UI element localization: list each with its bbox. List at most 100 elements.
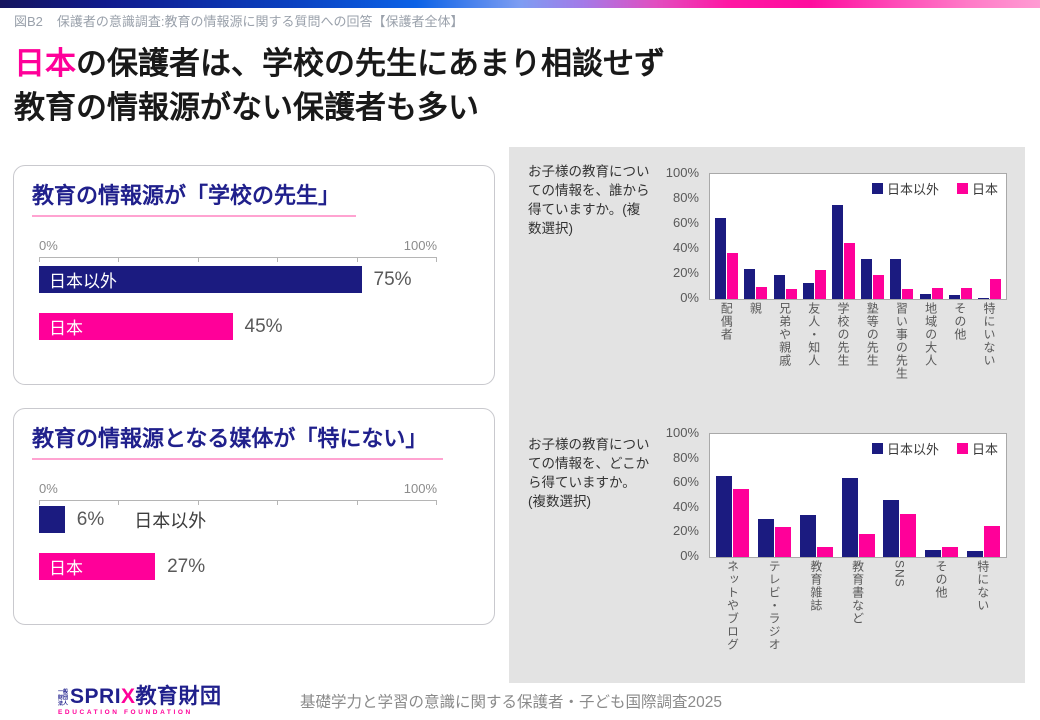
x-label-cell: 地域の大人 [915, 302, 944, 380]
bar-group-学校の先生 [829, 174, 858, 299]
x-label-学校の先生: 学校の先生 [836, 302, 850, 367]
bar-label-japan: 日本 [49, 559, 83, 578]
bar-group-習い事の先生 [887, 174, 916, 299]
panel1-title: 教育の情報源が「学校の先生」 [32, 178, 357, 217]
x-label-cell: 教育雑誌 [794, 560, 836, 651]
bar-日本-特にない [983, 526, 1000, 557]
x-label-cell: 習い事の先生 [886, 302, 915, 380]
bar-日本-兄弟や親戚 [785, 289, 797, 299]
bar-日本以外-配偶者 [715, 217, 727, 299]
x-label-cell: 学校の先生 [828, 302, 857, 380]
bar-group-特にいない [975, 174, 1004, 299]
bar-group-ネットやブログ [712, 434, 754, 557]
main-title: 日本の保護者は、学校の先生にあまり相談せず 教育の情報源がない保護者も多い [14, 42, 665, 130]
bar-japan: 日本 [39, 313, 233, 340]
legend-entry-non-japan: 日本以外 [871, 179, 939, 198]
bar-non-japan: 日本以外 [39, 266, 362, 293]
bar-日本-テレビ・ラジオ [775, 527, 792, 557]
bar-日本-学校の先生 [843, 242, 855, 299]
bar-日本以外-特にいない [977, 297, 989, 299]
panel2-axis-min: 0% [39, 481, 58, 496]
bar-japan: 日本 [39, 553, 156, 580]
bar-日本-塾等の先生 [873, 275, 885, 299]
bar-日本以外-塾等の先生 [861, 259, 873, 299]
legend-entry-japan: 日本 [956, 439, 998, 458]
x-label-cell: 塾等の先生 [857, 302, 886, 380]
main-title-highlight: 日本 [14, 46, 76, 81]
y-tick-40%: 40% [672, 498, 699, 514]
bar-label-non-japan: 日本以外 [49, 272, 117, 291]
y-tick-100%: 100% [665, 425, 699, 440]
right-charts-panel: お子様の教育についての情報を、誰から得ていますか。(複数選択) 100% 80% 6… [509, 147, 1025, 683]
top-gradient-bar [0, 0, 1040, 8]
x-label-cell: 兄弟や親戚 [769, 302, 798, 380]
legend-swatch-japan [956, 443, 968, 454]
value-non-japan: 6% [76, 508, 105, 530]
footer-source: 基礎学力と学習の意識に関する保護者・子ども国際調査2025 [300, 694, 722, 711]
y-tick-20%: 20% [672, 265, 699, 280]
bar-日本以外-テレビ・ラジオ [758, 518, 775, 557]
panel1-row-non-japan: 日本以外 75% [39, 266, 469, 293]
where-chart-bars [710, 434, 1006, 557]
left-panel-no-media: 教育の情報源となる媒体が「特にない」 0% 100% 6% 日本以外 日本 27… [13, 408, 495, 625]
bar-日本以外-学校の先生 [831, 205, 843, 299]
x-label-地域の大人: 地域の大人 [923, 302, 938, 367]
where-chart-plot: 日本以外 日本 [709, 433, 1007, 558]
bar-日本以外-特にない [966, 550, 983, 557]
y-tick-0%: 0% [680, 547, 699, 563]
bar-group-兄弟や親戚 [770, 174, 799, 299]
legend-swatch-non-japan [871, 443, 883, 454]
panel1-axis: 0% 100% [39, 238, 437, 263]
bar-日本以外-友人・知人 [802, 282, 814, 299]
figure-header: 図B2 保護者の意識調査:教育の情報源に関する質問への回答【保護者全体】 [14, 11, 464, 30]
bar-日本以外-教育雑誌 [799, 515, 816, 557]
y-tick-80%: 80% [672, 190, 699, 205]
x-label-特にいない: 特にいない [982, 302, 997, 367]
x-label-SNS: SNS [892, 560, 907, 588]
x-label-cell: 特にいない [974, 302, 1003, 380]
bar-日本-友人・知人 [814, 270, 826, 299]
where-chart-legend: 日本以外 日本 [871, 439, 998, 458]
left-panel-school-teacher: 教育の情報源が「学校の先生」 0% 100% 日本以外 75% 日本 45% [13, 165, 495, 385]
bar-group-特にない [962, 434, 1004, 557]
who-chart-xlabels: 配偶者 親 兄弟や親戚 友人・知人 学校の先生 塾等の先生 習い事の先生 地域の大人 その他 特に… [709, 302, 1005, 380]
x-label-cell: その他 [920, 560, 962, 651]
bar-日本-その他 [941, 547, 958, 557]
legend-swatch-non-japan [871, 183, 883, 194]
x-label-cell: ネットやブログ [711, 560, 753, 651]
panel2-row-japan: 日本 27% [39, 553, 469, 580]
panel1-axis-min: 0% [39, 238, 58, 253]
y-tick-100%: 100% [665, 165, 699, 180]
y-tick-0%: 0% [680, 290, 699, 305]
bar-日本-教育雑誌 [816, 547, 833, 557]
figure-tag: 図B2 [14, 14, 43, 29]
x-label-兄弟や親戚: 兄弟や親戚 [777, 302, 792, 367]
bar-日本以外-その他 [948, 295, 960, 299]
bar-日本-その他 [960, 287, 972, 299]
x-label-cell: テレビ・ラジオ [753, 560, 795, 651]
legend-entry-japan: 日本 [956, 179, 998, 198]
bar-日本以外-習い事の先生 [890, 259, 902, 299]
who-chart-plot: 日本以外 日本 [709, 173, 1007, 300]
bar-日本以外-その他 [924, 549, 941, 557]
y-tick-20%: 20% [672, 523, 699, 539]
who-chart-yticks: 100% 80% 60% 40% 20% 0% [637, 165, 699, 306]
x-label-教育書など: 教育書など [850, 560, 865, 625]
bar-group-その他 [921, 434, 963, 557]
y-tick-60%: 60% [672, 215, 699, 230]
bar-group-配偶者 [712, 174, 741, 299]
bar-group-塾等の先生 [858, 174, 887, 299]
value-japan: 27% [167, 555, 206, 577]
x-label-cell: SNS [878, 560, 920, 651]
bar-group-SNS [879, 434, 921, 557]
bar-日本-SNS [900, 513, 917, 557]
bar-日本-ネットやブログ [733, 489, 750, 557]
x-label-親: 親 [748, 302, 763, 315]
bar-日本以外-SNS [883, 500, 900, 557]
footer-logo: 一般 財団 法人 SPRIX教育財団 EDUCATION FOUNDATION [58, 686, 222, 716]
bar-group-親 [741, 174, 770, 299]
panel1-axis-line [39, 257, 437, 263]
x-label-cell: その他 [945, 302, 974, 380]
x-label-cell: 特にない [961, 560, 1003, 651]
x-label-塾等の先生: 塾等の先生 [865, 302, 880, 367]
